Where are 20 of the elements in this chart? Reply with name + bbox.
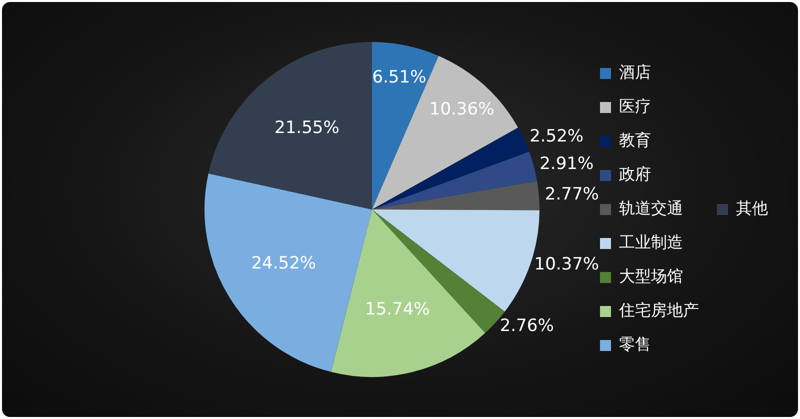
legend-label: 住宅房地产: [618, 300, 699, 320]
legend-label: 医疗: [619, 96, 651, 116]
legend-label: 零售: [619, 334, 651, 354]
data-label: 10.37%: [534, 254, 600, 274]
data-label: 15.74%: [365, 300, 430, 320]
data-label: 2.76%: [500, 316, 554, 336]
legend-label: 酒店: [619, 62, 651, 82]
data-label: 24.52%: [251, 254, 316, 274]
data-label: 6.51%: [372, 68, 426, 88]
data-label: 2.52%: [530, 126, 584, 146]
legend-label: 教育: [619, 130, 651, 150]
legend-label: 工业制造: [619, 232, 683, 252]
data-label: 2.91%: [540, 154, 594, 174]
data-label: 21.55%: [274, 118, 340, 138]
data-label: 10.36%: [429, 99, 494, 120]
legend-label: 轨道交通: [619, 198, 683, 218]
legend-label: 大型场馆: [619, 266, 683, 286]
legend-label: 政府: [619, 164, 651, 184]
legend-label: 其他: [736, 198, 768, 218]
data-label: 2.77%: [544, 184, 599, 205]
